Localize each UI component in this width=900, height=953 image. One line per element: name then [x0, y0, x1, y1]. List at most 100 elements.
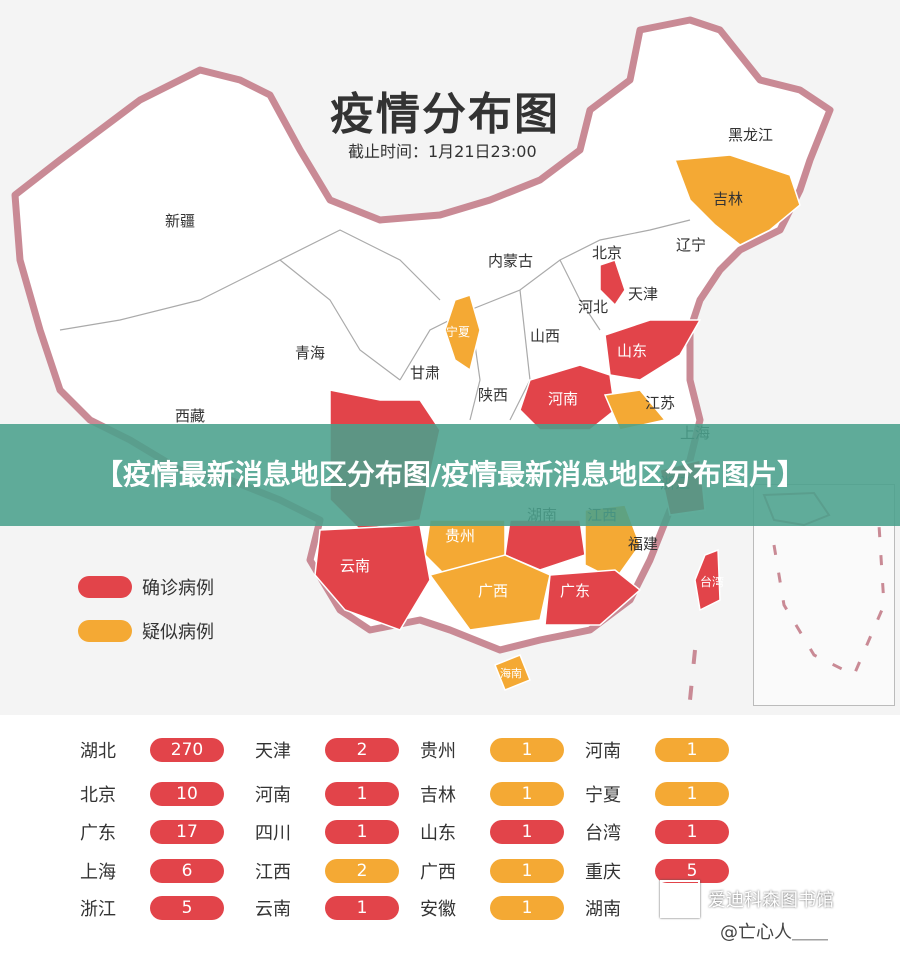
- stat-value: 1: [655, 738, 729, 762]
- library-watermark: 爱迪科森图书馆: [660, 880, 834, 918]
- page-subtitle: 截止时间：1月21日23:00: [348, 142, 537, 161]
- legend-label: 疑似病例: [142, 622, 214, 643]
- map-label: 云南: [340, 557, 371, 575]
- stat-row: 台湾 1: [585, 819, 729, 845]
- stat-row: 湖南: [585, 895, 655, 921]
- map-label: 福建: [628, 535, 659, 553]
- stat-row: 天津 2: [255, 737, 399, 763]
- stat-row: 山东 1: [420, 819, 564, 845]
- stat-value: 1: [490, 738, 564, 762]
- stat-name: 云南: [255, 899, 291, 920]
- map-label: 黑龙江: [728, 126, 774, 144]
- library-logo-icon: [660, 880, 700, 918]
- region-henan: [519, 364, 616, 431]
- stat-value: 17: [150, 820, 224, 844]
- stat-name: 贵州: [420, 741, 456, 762]
- map-label: 吉林: [713, 190, 744, 208]
- map-label: 山东: [617, 342, 648, 360]
- stat-value: 1: [490, 859, 564, 883]
- map-label: 辽宁: [676, 236, 707, 254]
- map-label: 北京: [592, 244, 623, 262]
- stat-row: 宁夏 1: [585, 781, 729, 807]
- stat-row: 北京 10: [80, 781, 224, 807]
- stat-row: 广西 1: [420, 858, 564, 884]
- watermark-text: 爱迪科森图书馆: [708, 890, 834, 911]
- stat-name: 宁夏: [585, 785, 621, 806]
- stat-value: 1: [490, 782, 564, 806]
- legend-confirmed: 确诊病例: [78, 574, 214, 600]
- map-label: 台湾: [700, 575, 725, 589]
- stat-value: 5: [150, 896, 224, 920]
- stat-value: 1: [655, 820, 729, 844]
- stat-row: 重庆 5: [585, 858, 729, 884]
- stat-value: 1: [655, 782, 729, 806]
- stat-row: 河南 1: [585, 737, 729, 763]
- stat-value: 1: [490, 896, 564, 920]
- stat-row: 江西 2: [255, 858, 399, 884]
- stat-name: 湖北: [80, 741, 116, 762]
- stat-value: 5: [655, 859, 729, 883]
- region-hainan: [494, 654, 531, 691]
- stat-name: 广东: [80, 823, 116, 844]
- stat-row: 广东 17: [80, 819, 224, 845]
- stat-row: 湖北 270: [80, 737, 224, 763]
- legend-swatch: [78, 576, 132, 598]
- map-label: 新疆: [165, 212, 196, 230]
- map-label: 广东: [560, 582, 591, 600]
- region-guangxi: [428, 554, 551, 631]
- stat-name: 台湾: [585, 823, 621, 844]
- map-label: 天津: [628, 285, 659, 303]
- stat-name: 山东: [420, 823, 456, 844]
- map-label: 海南: [500, 667, 522, 680]
- map-label: 河南: [548, 390, 579, 408]
- region-ningxia: [444, 294, 481, 372]
- stat-value: 6: [150, 859, 224, 883]
- stat-value: 1: [325, 896, 399, 920]
- stat-value: 2: [325, 859, 399, 883]
- stat-value: 2: [325, 738, 399, 762]
- region-taiwan: [694, 548, 721, 612]
- stat-row: 浙江 5: [80, 895, 224, 921]
- region-jiangsu: [603, 389, 667, 431]
- map-label: 广西: [478, 582, 509, 600]
- stat-value: 270: [150, 738, 224, 762]
- legend-swatch: [78, 620, 132, 642]
- weibo-credit: @亡心人＿＿: [720, 922, 828, 943]
- stat-value: 10: [150, 782, 224, 806]
- map-label: 内蒙古: [488, 252, 534, 270]
- stats-panel: 湖北 270 北京 10 广东 17 上海 6 浙江 5 天津 2 河南 1 四川 1 江西 2 …: [0, 715, 900, 953]
- map-label: 陕西: [478, 386, 509, 404]
- region-jilin: [673, 154, 801, 246]
- stat-row: 贵州 1: [420, 737, 564, 763]
- stat-name: 吉林: [420, 785, 456, 806]
- stat-row: 云南 1: [255, 895, 399, 921]
- stat-name: 天津: [255, 741, 291, 762]
- map-label: 江苏: [645, 394, 676, 412]
- region-beijing: [599, 259, 626, 307]
- region-guangdong: [544, 569, 642, 626]
- banner-text: 【疫情最新消息地区分布图/疫情最新消息地区分布图片】: [94, 458, 806, 491]
- stat-row: 河南 1: [255, 781, 399, 807]
- stat-name: 安徽: [420, 899, 456, 920]
- stat-value: 1: [325, 782, 399, 806]
- page-title: 疫情分布图: [330, 89, 560, 140]
- stat-name: 四川: [255, 823, 291, 844]
- map-label: 河北: [578, 298, 609, 316]
- stat-name: 河南: [255, 785, 291, 806]
- stat-name: 广西: [420, 862, 456, 883]
- stat-name: 北京: [80, 785, 116, 806]
- stat-row: 四川 1: [255, 819, 399, 845]
- stat-row: 上海 6: [80, 858, 224, 884]
- map-label: 贵州: [445, 527, 476, 545]
- stat-name: 浙江: [80, 899, 116, 920]
- title-banner: 【疫情最新消息地区分布图/疫情最新消息地区分布图片】: [0, 424, 900, 526]
- map-label: 宁夏: [446, 325, 471, 339]
- stat-value: 1: [490, 820, 564, 844]
- stat-name: 河南: [585, 741, 621, 762]
- map-area: 疫情分布图 截止时间：1月21日23:00 新疆 西藏 青海 甘肃 内蒙古 宁夏…: [11, 16, 895, 706]
- map-label: 西藏: [175, 407, 206, 425]
- map-label: 青海: [295, 344, 326, 362]
- legend-suspected: 疑似病例: [78, 618, 214, 644]
- stat-name: 湖南: [585, 899, 621, 920]
- map-label: 甘肃: [410, 364, 441, 382]
